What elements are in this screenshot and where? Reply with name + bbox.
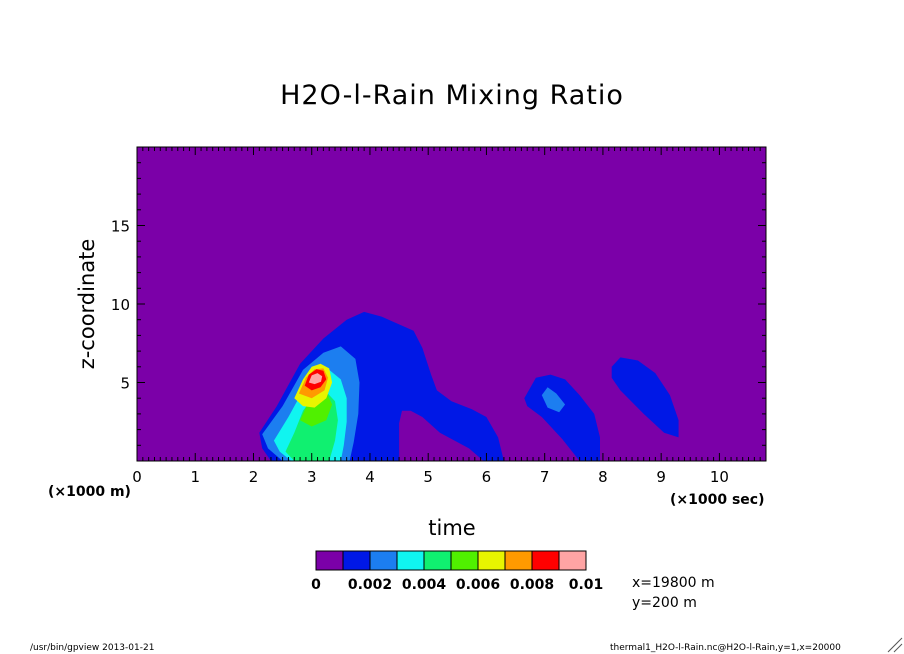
y-tick-label: 10 — [111, 296, 130, 314]
colorbar-swatch — [531, 550, 560, 571]
colorbar: 0 0.002 0.004 0.006 0.008 0.01 — [311, 550, 604, 593]
colorbar-label: 0 — [311, 577, 321, 593]
y-axis-label: z-coordinate — [75, 239, 99, 370]
resize-grip-line[interactable] — [893, 643, 903, 653]
footer-left: /usr/bin/gpview 2013-01-21 — [30, 643, 154, 653]
colorbar-label: 0.002 — [348, 577, 392, 593]
x-tick-label: 6 — [482, 468, 492, 486]
contour-region-11 — [308, 373, 323, 385]
x-tick-label: 7 — [540, 468, 550, 486]
x-tick-label: 4 — [365, 468, 375, 486]
x-tick-label: 1 — [190, 468, 200, 486]
x-tick-label: 8 — [598, 468, 608, 486]
chart-title: H2O-l-Rain Mixing Ratio — [280, 80, 624, 111]
x-tick-label: 3 — [307, 468, 317, 486]
colorbar-swatch — [396, 550, 425, 571]
colorbar-label: 0.01 — [569, 577, 604, 593]
x-unit-label: (×1000 sec) — [670, 492, 765, 508]
colorbar-swatch — [342, 550, 371, 571]
colorbar-swatch — [504, 550, 533, 571]
colorbar-swatch — [423, 550, 452, 571]
y-tick-label: 5 — [120, 375, 130, 393]
contour-region-2 — [611, 357, 679, 438]
x-tick-label: 9 — [656, 468, 666, 486]
colorbar-swatch — [477, 550, 506, 571]
resize-grip[interactable] — [887, 637, 903, 653]
x-tick-label: 2 — [249, 468, 259, 486]
x-tick-label: 0 — [132, 468, 142, 486]
colorbar-label: 0.008 — [510, 577, 554, 593]
x-axis-label: time — [428, 516, 475, 540]
colorbar-swatch — [369, 550, 398, 571]
x-tick-label: 10 — [710, 468, 729, 486]
x-position-annotation: x=19800 m — [632, 575, 715, 591]
colorbar-label: 0.004 — [402, 577, 447, 593]
contour-region-4 — [541, 387, 566, 413]
x-tick-label: 5 — [423, 468, 433, 486]
colorbar-swatch — [450, 550, 479, 571]
footer-right: thermal1_H2O-l-Rain.nc@H2O-l-Rain,y=1,x=… — [610, 643, 841, 653]
axes: 0 1 2 3 4 5 6 7 8 9 10 5 10 15 — [111, 146, 767, 486]
colorbar-swatch — [558, 550, 587, 571]
y-position-annotation: y=200 m — [632, 595, 697, 611]
y-tick-label: 15 — [111, 218, 130, 236]
y-unit-label: (×1000 m) — [48, 484, 131, 500]
plot-area — [137, 147, 766, 461]
colorbar-swatch — [315, 550, 344, 571]
colorbar-label: 0.006 — [456, 577, 500, 593]
